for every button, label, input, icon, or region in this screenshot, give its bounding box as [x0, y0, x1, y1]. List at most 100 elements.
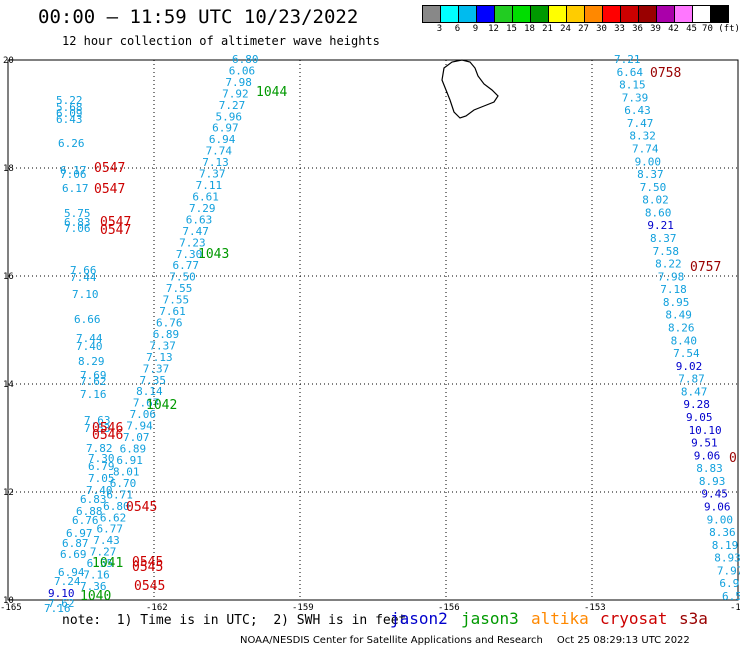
wave-height-label: 7.16: [83, 569, 110, 582]
wave-height-label: 7.13: [202, 156, 229, 169]
wave-height-label: 7.44: [76, 332, 103, 345]
wave-height-label: 7.18: [660, 283, 687, 296]
time-stamp-label: 0547: [100, 215, 131, 230]
wave-height-label: 8.95: [663, 296, 690, 309]
wave-height-label: 7.39: [622, 91, 649, 104]
wave-height-label: 7.47: [182, 225, 209, 238]
wave-height-label: 7.10: [72, 288, 99, 301]
color-scale-label: 21: [542, 24, 553, 34]
wave-height-label: 9.10: [48, 587, 75, 600]
wave-height-label: 9.02: [676, 360, 703, 373]
wave-height-label: 7.87: [678, 373, 705, 386]
wave-height-label: 7.37: [143, 362, 170, 375]
wave-height-label: 6.66: [74, 313, 101, 326]
longitude-label: -165: [0, 603, 22, 613]
wave-height-label: 8.14: [136, 385, 163, 398]
wave-height-label: 8.49: [665, 309, 692, 322]
wave-height-label: 7.05: [88, 472, 115, 485]
wave-height-label: 6.83: [80, 493, 107, 506]
wave-height-label: 7.13: [146, 351, 173, 364]
color-scale-label: 24: [560, 24, 571, 34]
wave-height-label: 6.79: [88, 460, 115, 473]
wave-height-label: 7.43: [93, 534, 120, 547]
wave-height-label: 8.02: [642, 194, 669, 207]
time-stamp-label: 0545: [126, 500, 157, 515]
wave-height-label: 7.74: [632, 143, 659, 156]
wave-height-label: 6.87: [62, 537, 89, 550]
color-scale-label: 27: [578, 24, 589, 34]
wave-height-label: 7.27: [219, 99, 246, 112]
wave-height-label: 8.40: [671, 334, 698, 347]
wave-height-label: 6.71: [106, 488, 133, 501]
wave-height-label: 7.27: [90, 546, 117, 559]
wave-height-label: 7.11: [196, 179, 223, 192]
wave-height-label: 7.40: [76, 340, 103, 353]
wave-height-label: 6.94: [58, 566, 85, 579]
wave-height-label: 9.00: [707, 513, 734, 526]
wave-height-label: 6.55: [87, 557, 114, 570]
mission-jason2: jason2: [390, 609, 448, 628]
wave-height-label: 7.06: [64, 222, 91, 235]
wave-height-label: 9.45: [701, 488, 728, 501]
wave-height-label: 6.76: [72, 514, 99, 527]
wave-height-label: 7.06: [130, 408, 157, 421]
color-scale-label: 15: [506, 24, 517, 34]
wave-height-label: 7.16: [44, 602, 71, 615]
color-swatch: [710, 5, 729, 23]
wave-height-label: 8.37: [650, 232, 677, 245]
color-scale-label: 33: [614, 24, 625, 34]
wave-height-label: 8.15: [619, 79, 646, 92]
big-island-coastline: [441, 59, 499, 119]
wave-height-label: 7.62: [48, 597, 75, 610]
longitude-label: -150: [730, 603, 740, 613]
wave-height-label: 7.97: [717, 564, 740, 577]
wave-height-label: 9.28: [683, 398, 710, 411]
wave-height-label: 6.17: [60, 164, 87, 177]
wave-height-label: 6.83: [64, 216, 91, 229]
time-stamp-label: 1041: [92, 556, 123, 571]
wave-height-label: 9.06: [694, 449, 721, 462]
wave-height-label: 6.77: [173, 259, 200, 272]
wave-height-label: 8.29: [78, 355, 105, 368]
map-frame: [7, 59, 739, 601]
time-stamp-label: 0758: [650, 66, 681, 81]
wave-height-label: 6.09: [56, 107, 83, 120]
wave-height-label: 5.96: [215, 110, 242, 123]
wave-height-label: 7.30: [176, 248, 203, 261]
wave-height-label: 6.94: [209, 133, 236, 146]
wave-height-label: 10.10: [689, 424, 722, 437]
wave-height-label: 7.58: [653, 245, 680, 258]
wave-height-label: 7.62: [80, 375, 107, 388]
wave-height-label: 6.17: [62, 182, 89, 195]
mission-s3a: s3a: [679, 609, 708, 628]
wave-height-label: 7.67: [133, 397, 160, 410]
wave-height-label: 8.93: [699, 475, 726, 488]
wave-height-label: 9.05: [686, 411, 713, 424]
color-scale-label: 18: [524, 24, 535, 34]
color-scale-label: 12: [488, 24, 499, 34]
latitude-label: 16: [3, 272, 14, 282]
wave-height-label: 6.77: [97, 523, 124, 536]
time-stamp-label: 0545: [134, 579, 165, 594]
wave-height-label: 7.98: [658, 270, 685, 283]
wave-height-label: 6.70: [110, 477, 137, 490]
color-scale-label: 3: [436, 24, 443, 34]
wave-height-label: 7.16: [80, 388, 107, 401]
wave-height-label: 6.63: [186, 213, 213, 226]
time-stamp-label: 0546: [92, 421, 123, 436]
wave-height-label: 7.94: [126, 420, 153, 433]
time-stamp-label: 0547: [100, 223, 131, 238]
time-stamp-label: 0547: [94, 182, 125, 197]
wave-height-label: 7.23: [179, 236, 206, 249]
wave-height-label: 7.07: [123, 431, 149, 444]
color-scale-label: 39: [650, 24, 661, 34]
time-stamp-label: 0545: [132, 560, 163, 575]
latitude-label: 10: [3, 596, 14, 606]
wave-height-label: 8.93: [714, 552, 740, 565]
wave-height-label: 6.88: [76, 505, 103, 518]
map-subtitle: 12 hour collection of altimeter wave hei…: [62, 34, 380, 48]
wave-height-label: 7.50: [640, 181, 667, 194]
wave-height-label: 7.55: [166, 282, 193, 295]
longitude-label: -162: [146, 603, 168, 613]
